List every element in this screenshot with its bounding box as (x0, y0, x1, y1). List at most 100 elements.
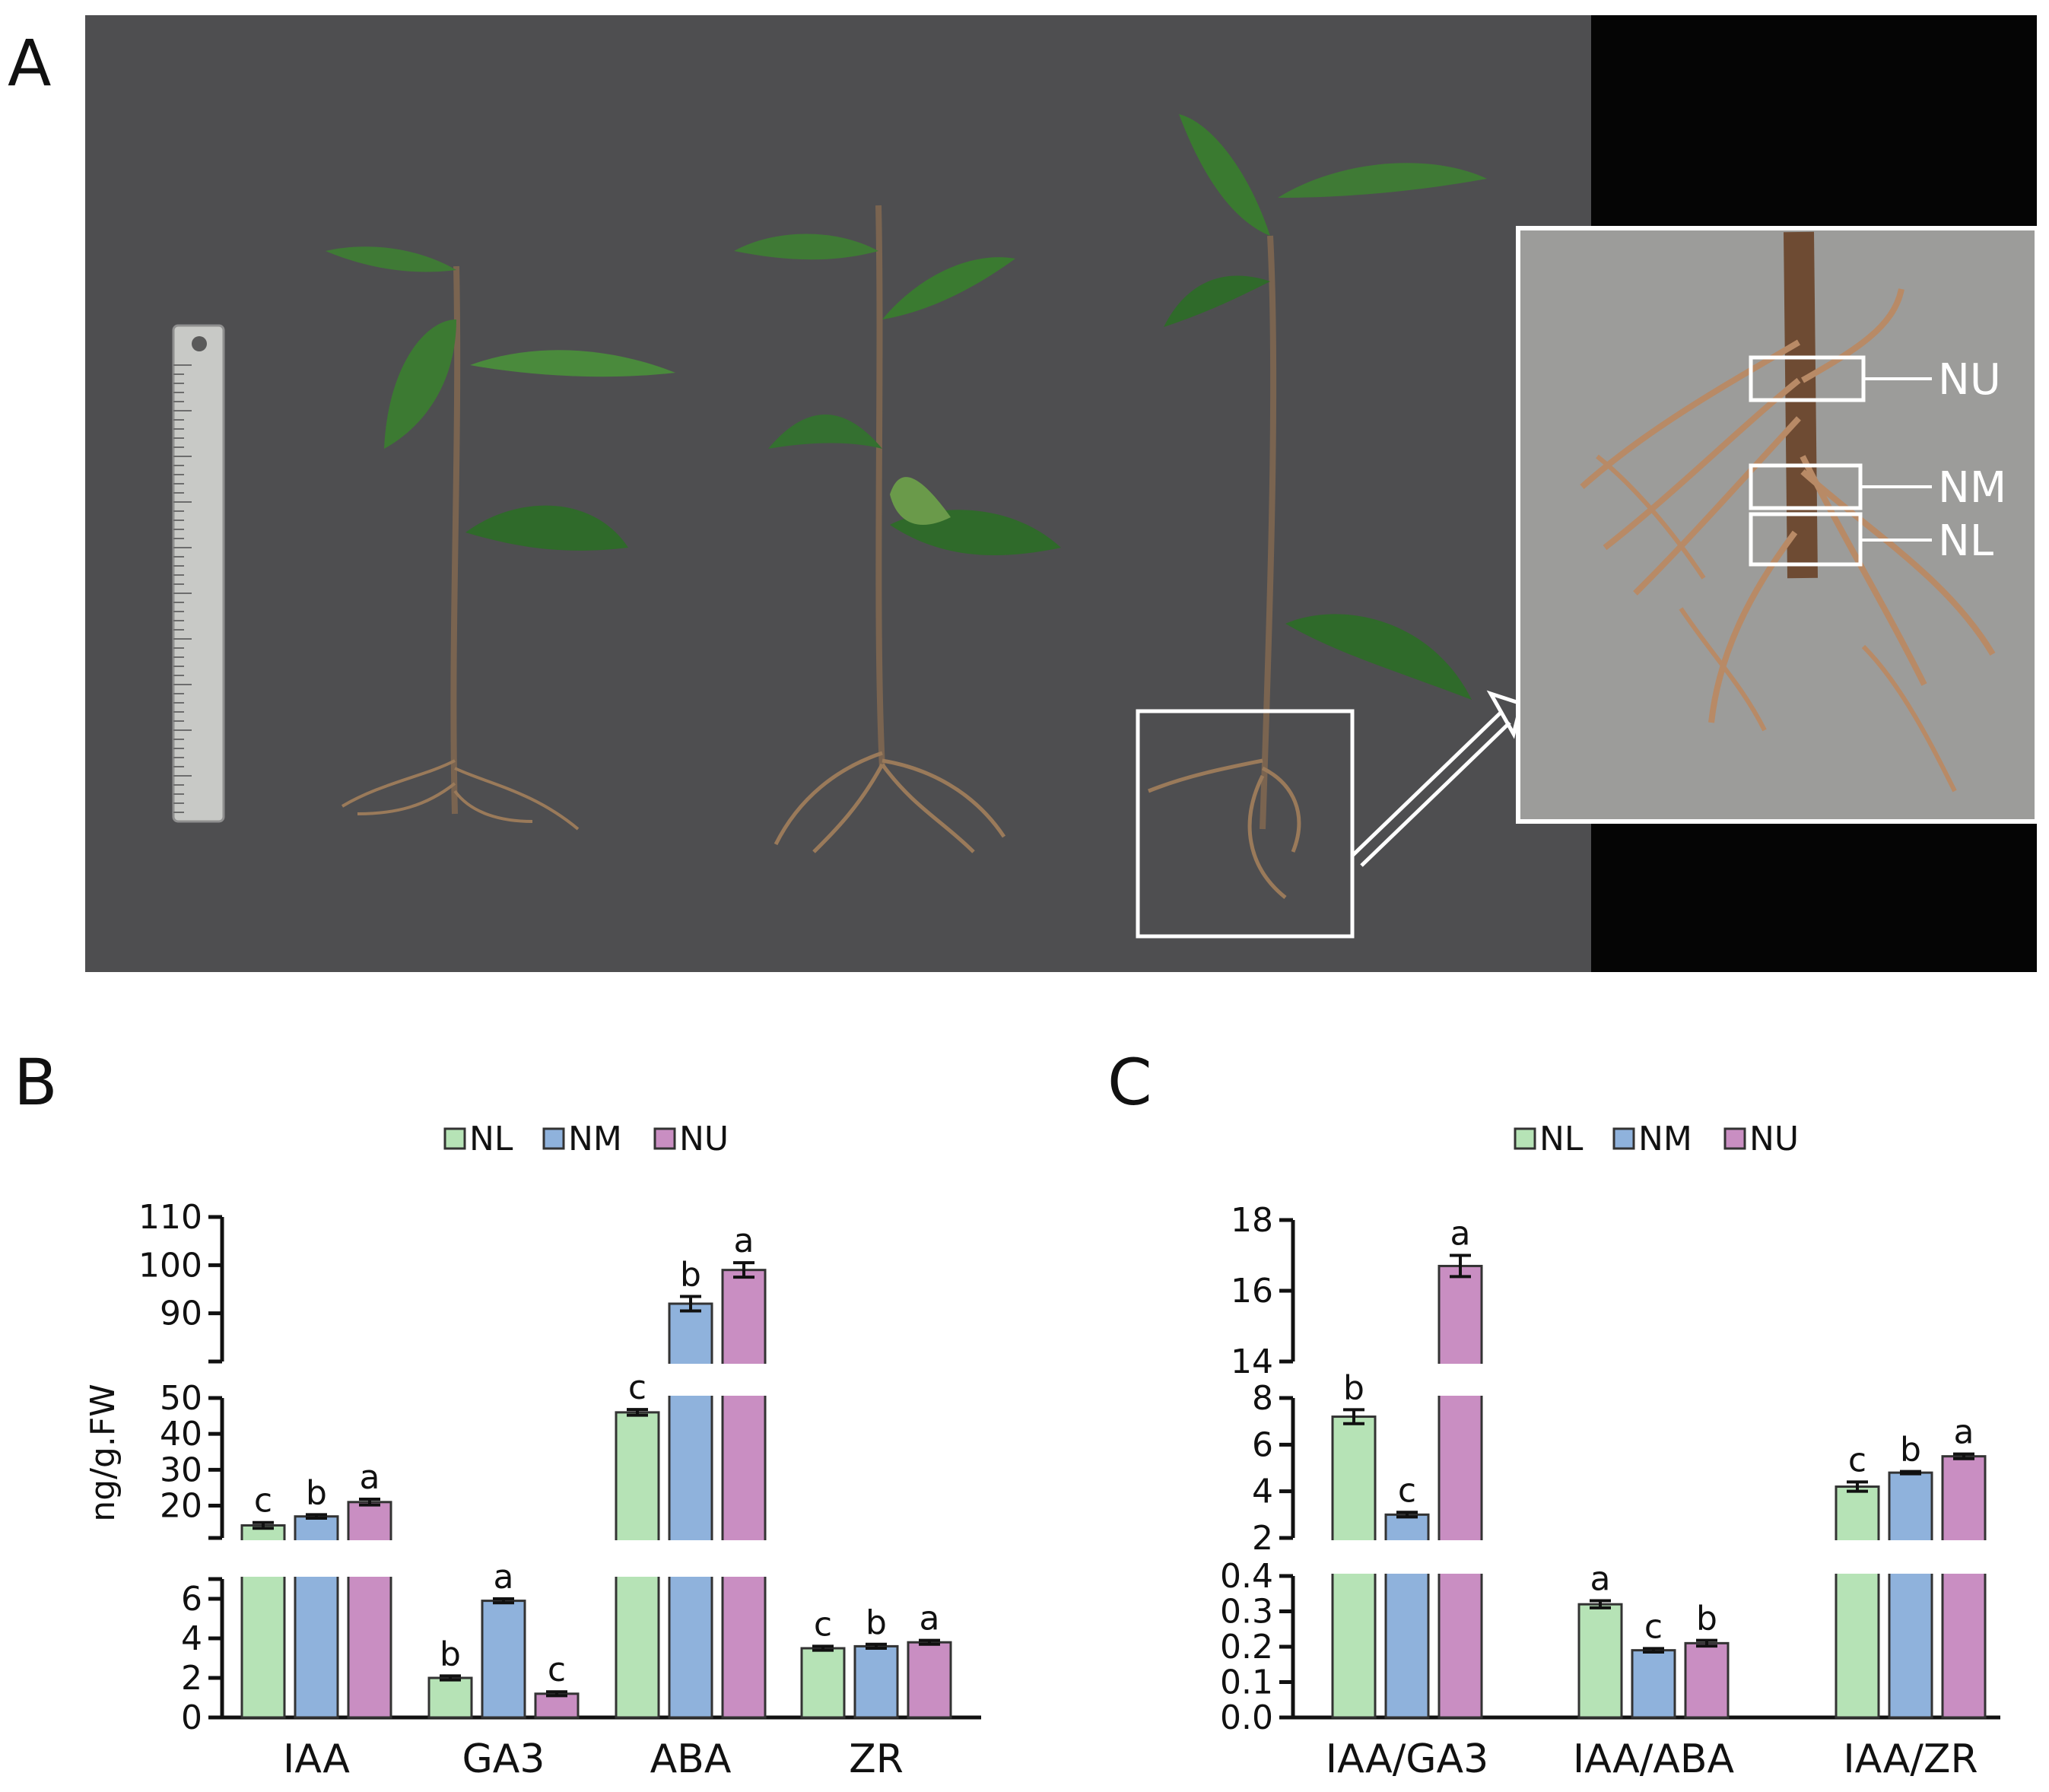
legend-label-nm: NM (568, 1120, 622, 1158)
y-tick-label: 18 (1231, 1201, 1273, 1240)
y-tick-label: 4 (1252, 1473, 1273, 1511)
significance-letter: c (1848, 1441, 1866, 1479)
axis-break-gap (1383, 1540, 1431, 1574)
axis-break-gap (720, 1364, 768, 1396)
bar-nu (1684, 1641, 1730, 1719)
legend-label-nl: NL (469, 1120, 513, 1158)
y-tick-label: 0.3 (1220, 1593, 1273, 1632)
y-tick-label: 14 (1231, 1342, 1273, 1381)
significance-letter: a (920, 1600, 940, 1638)
axis-break-gap (666, 1540, 715, 1577)
seedling-1 (326, 246, 675, 831)
legend-swatch-nm (542, 1127, 565, 1150)
significance-letter: a (494, 1558, 514, 1597)
y-tick-label: 20 (160, 1487, 202, 1526)
significance-letter: b (866, 1603, 887, 1642)
significance-letter: b (1900, 1431, 1921, 1470)
significance-letter: b (680, 1256, 701, 1295)
legend-swatch-nu (653, 1127, 676, 1150)
bar-nu (1941, 1455, 1987, 1719)
y-tick-label: 6 (1252, 1425, 1273, 1464)
bar-nm (853, 1644, 899, 1719)
axis-break-gap (1833, 1540, 1882, 1574)
x-tick-label: IAA (283, 1736, 350, 1782)
bar-nl (1577, 1603, 1623, 1719)
panel-label-c: C (1107, 1045, 1152, 1120)
bar-nm (1631, 1649, 1676, 1719)
y-tick-label: 90 (160, 1295, 202, 1333)
legend-swatch-nu (1723, 1127, 1746, 1150)
axis-break-gap (292, 1540, 341, 1577)
y-tick-label: 4 (181, 1619, 202, 1658)
y-tick-label: 6 (181, 1580, 202, 1619)
bar-nm (1888, 1471, 1933, 1719)
x-tick-label: ZR (849, 1736, 904, 1782)
bar-nm (481, 1600, 526, 1719)
axis-break-gap (613, 1540, 662, 1577)
y-tick-label: 110 (138, 1198, 202, 1237)
axis-break-gap (1329, 1540, 1378, 1574)
y-tick-label: 0.1 (1220, 1663, 1273, 1702)
axis-break-gap (1436, 1364, 1485, 1396)
significance-letter: b (440, 1635, 461, 1673)
significance-letter: c (814, 1605, 832, 1644)
y-tick-label: 30 (160, 1450, 202, 1489)
bar-nu (347, 1501, 392, 1719)
bar-nu (907, 1641, 952, 1719)
root-inset: NU NM NL (1516, 226, 2039, 824)
axis-break-gap (1436, 1540, 1485, 1574)
significance-letter: c (548, 1651, 566, 1689)
legend-label-nu: NU (679, 1120, 729, 1158)
y-tick-label: 0.2 (1220, 1628, 1273, 1666)
y-tick-label: 2 (1252, 1519, 1273, 1558)
legend-swatch-nm (1612, 1127, 1635, 1150)
y-axis-label: ng/g.FW (84, 1384, 122, 1521)
significance-letter: a (360, 1458, 380, 1497)
axis-break-gap (720, 1540, 768, 1577)
axis-break-gap (239, 1540, 287, 1577)
bar-nl (1835, 1485, 1880, 1719)
y-tick-label: 40 (160, 1415, 202, 1454)
x-tick-label: GA3 (462, 1736, 545, 1782)
bar-nu (1437, 1264, 1483, 1719)
seedling-3 (1136, 114, 1523, 939)
ruler (172, 324, 225, 823)
significance-letter: b (306, 1473, 327, 1512)
bar-nl (427, 1676, 473, 1719)
significance-letter: c (628, 1368, 646, 1407)
x-tick-label: IAA/ABA (1573, 1736, 1735, 1782)
x-tick-label: ABA (650, 1736, 732, 1782)
panel-label-b: B (14, 1045, 58, 1120)
significance-letter: c (1644, 1607, 1663, 1646)
legend-swatch-nl (1514, 1127, 1536, 1150)
significance-letter: b (1343, 1368, 1364, 1407)
y-tick-label: 50 (160, 1379, 202, 1418)
root-box (1136, 709, 1355, 939)
y-tick-label: 100 (138, 1246, 202, 1285)
seedling-photo: NU NM NL (85, 15, 2039, 972)
inset-label-nl: NL (1938, 516, 1993, 566)
y-tick-label: 0 (181, 1698, 202, 1737)
significance-letter: a (734, 1222, 754, 1260)
significance-letter: a (1954, 1413, 1974, 1452)
legend-label-nu: NU (1749, 1120, 1799, 1158)
axis-break-gap (666, 1364, 715, 1396)
bar-nu (534, 1692, 580, 1719)
y-tick-label: 0.0 (1220, 1698, 1273, 1737)
axis-break-gap (345, 1540, 394, 1577)
y-tick-label: 2 (181, 1659, 202, 1698)
inset-label-nu: NU (1938, 355, 2001, 405)
y-tick-label: 16 (1231, 1272, 1273, 1311)
y-tick-label: 0.4 (1220, 1557, 1273, 1596)
inset-label-nm: NM (1938, 463, 2006, 513)
significance-letter: c (1398, 1471, 1416, 1510)
significance-letter: c (254, 1482, 272, 1520)
y-tick-label: 8 (1252, 1379, 1273, 1418)
panel-label-a: A (8, 26, 51, 100)
axis-break-gap (1939, 1540, 1988, 1574)
bar-nu (721, 1269, 767, 1719)
axis-break-gap (1886, 1540, 1935, 1574)
